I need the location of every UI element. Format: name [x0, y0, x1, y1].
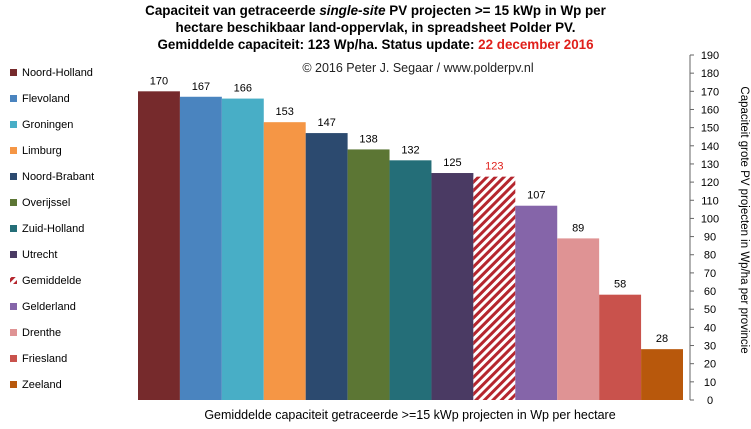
y-tick-label: 190	[701, 50, 719, 62]
y-tick-label: 140	[701, 141, 719, 153]
legend-swatch-overijssel	[10, 199, 17, 206]
y-tick-label: 20	[704, 359, 716, 371]
legend-label-noord-brabant: Noord-Brabant	[22, 171, 94, 183]
bar-gemiddelde	[473, 176, 516, 400]
title-line-3: Gemiddelde capaciteit: 123 Wp/ha. Status…	[0, 36, 751, 53]
value-label-noord-brabant: 147	[317, 117, 335, 129]
bar-zeeland	[641, 349, 683, 400]
y-tick-label: 170	[701, 86, 719, 98]
value-label-limburg: 153	[276, 106, 294, 118]
y-tick-label: 70	[704, 268, 716, 280]
legend-label-gelderland: Gelderland	[22, 301, 76, 313]
legend-label-noord-holland: Noord-Holland	[22, 67, 93, 79]
value-label-friesland: 58	[614, 279, 626, 291]
y-tick-label: 100	[701, 213, 719, 225]
legend-swatch-noord-holland	[10, 69, 17, 76]
legend-label-groningen: Groningen	[22, 119, 73, 131]
y-tick-label: 120	[701, 177, 719, 189]
y-axis-label: Capaciteit grote PV projecten in Wp/ha p…	[738, 86, 750, 353]
bar-noord-holland	[138, 91, 180, 400]
chart-title: Capaciteit van getraceerde single-site P…	[0, 2, 751, 53]
title-line-1-end: PV projecten >= 15 kWp in Wp per	[385, 3, 606, 18]
y-tick-label: 30	[704, 341, 716, 353]
legend-label-zuid-holland: Zuid-Holland	[22, 223, 84, 235]
y-tick-label: 90	[704, 232, 716, 244]
status-date: 22 december 2016	[478, 37, 594, 52]
value-label-overijssel: 138	[359, 133, 377, 145]
y-tick-label: 160	[701, 104, 719, 116]
legend-label-drenthe: Drenthe	[22, 327, 61, 339]
value-label-gelderland: 107	[527, 190, 545, 202]
watermark-text: © 2016 Peter J. Segaar / www.polderpv.nl	[302, 61, 533, 75]
legend-label-flevoland: Flevoland	[22, 93, 70, 105]
legend-swatch-flevoland	[10, 95, 17, 102]
value-label-drenthe: 89	[572, 222, 584, 234]
legend-swatch-groningen	[10, 121, 17, 128]
value-label-gemiddelde: 123	[485, 161, 503, 173]
bar-limburg	[263, 122, 306, 401]
legend-swatch-zeeland	[10, 381, 17, 388]
legend-label-zeeland: Zeeland	[22, 379, 62, 391]
value-label-flevoland: 167	[192, 81, 210, 93]
y-axis: 0 10 20 30 40 50 60 70 80 90 100 110 120 130 140 150 160…	[689, 50, 719, 407]
legend-swatch-drenthe	[10, 329, 17, 336]
value-label-utrecht: 125	[443, 157, 461, 169]
value-label-groningen: 166	[234, 83, 252, 95]
bar-gelderland	[515, 205, 558, 400]
legend: Noord-Holland Flevoland Groningen Limburg No…	[10, 67, 94, 391]
bar-friesland	[599, 294, 642, 400]
bar-zuid-holland	[389, 160, 432, 400]
legend-swatch-gemiddelde	[10, 277, 17, 284]
title-line-3-start: Gemiddelde capaciteit: 123 Wp/ha. Status…	[157, 37, 479, 52]
legend-label-overijssel: Overijssel	[22, 197, 70, 209]
legend-swatch-noord-brabant	[10, 173, 17, 180]
y-tick-label: 110	[701, 195, 719, 207]
legend-label-limburg: Limburg	[22, 145, 62, 157]
legend-label-gemiddelde: Gemiddelde	[22, 275, 81, 287]
title-line-2: hectare beschikbaar land-oppervlak, in s…	[175, 20, 576, 35]
bar-flevoland	[179, 96, 222, 401]
y-tick-label: 80	[704, 250, 716, 262]
legend-swatch-zuid-holland	[10, 225, 17, 232]
legend-swatch-limburg	[10, 147, 17, 154]
y-tick-label: 50	[704, 304, 716, 316]
y-tick-label: 40	[704, 322, 716, 334]
bar-noord-brabant	[305, 133, 348, 400]
legend-swatch-gelderland	[10, 303, 17, 310]
y-tick-label: 130	[701, 159, 719, 171]
bar-groningen	[221, 98, 264, 400]
legend-swatch-friesland	[10, 355, 17, 362]
legend-label-friesland: Friesland	[22, 353, 67, 365]
legend-swatch-utrecht	[10, 251, 17, 258]
y-tick-label: 150	[701, 123, 719, 135]
value-label-noord-holland: 170	[150, 75, 168, 87]
y-tick-label: 0	[707, 395, 713, 407]
value-label-zuid-holland: 132	[401, 144, 419, 156]
y-tick-label: 10	[704, 377, 716, 389]
y-tick-label: 60	[704, 286, 716, 298]
x-axis-label: Gemiddelde capaciteit getraceerde >=15 k…	[204, 408, 615, 422]
y-tick-label: 180	[701, 68, 719, 80]
value-label-zeeland: 28	[656, 333, 668, 345]
bar-overijssel	[347, 149, 390, 400]
legend-label-utrecht: Utrecht	[22, 249, 57, 261]
title-line-1-start: Capaciteit van getraceerde	[145, 3, 320, 18]
bar-utrecht	[431, 173, 474, 400]
bars: 170 167 166 153 147 138 132 125 123 107 89 58 28	[138, 75, 683, 401]
title-line-1-italic: single-site	[319, 3, 386, 18]
title-line-1: Capaciteit van getraceerde single-site P…	[0, 2, 751, 19]
bar-drenthe	[557, 238, 600, 400]
